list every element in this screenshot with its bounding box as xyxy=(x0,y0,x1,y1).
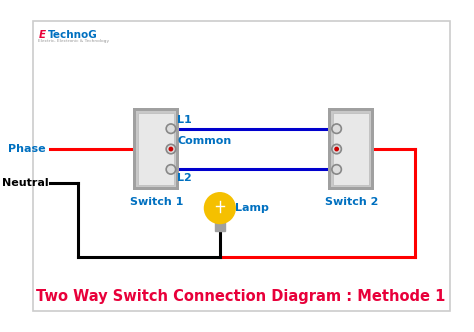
FancyBboxPatch shape xyxy=(133,108,179,190)
Text: E: E xyxy=(38,30,46,40)
Text: L1: L1 xyxy=(177,115,192,125)
Text: Neutral: Neutral xyxy=(1,178,48,188)
Circle shape xyxy=(166,124,176,133)
FancyBboxPatch shape xyxy=(136,111,176,187)
FancyBboxPatch shape xyxy=(33,21,450,311)
Polygon shape xyxy=(211,208,229,218)
Text: Phase: Phase xyxy=(9,144,46,154)
Text: Electric, Electronic & Technology: Electric, Electronic & Technology xyxy=(38,39,109,43)
Bar xyxy=(215,219,225,231)
Circle shape xyxy=(204,192,236,224)
Circle shape xyxy=(169,147,173,151)
Text: Two Way Switch Connection Diagram : Methode 1: Two Way Switch Connection Diagram : Meth… xyxy=(36,289,446,304)
Circle shape xyxy=(333,146,340,152)
Text: Switch 2: Switch 2 xyxy=(325,197,378,207)
Circle shape xyxy=(168,125,174,132)
Text: Lamp: Lamp xyxy=(235,203,269,213)
Circle shape xyxy=(168,166,174,173)
Circle shape xyxy=(332,124,341,133)
Circle shape xyxy=(333,166,340,173)
FancyBboxPatch shape xyxy=(333,113,369,185)
Text: L2: L2 xyxy=(177,173,192,183)
Text: Switch 1: Switch 1 xyxy=(129,197,183,207)
Circle shape xyxy=(166,144,176,154)
FancyBboxPatch shape xyxy=(328,108,374,190)
Circle shape xyxy=(333,125,340,132)
FancyBboxPatch shape xyxy=(331,111,372,187)
Circle shape xyxy=(166,165,176,174)
Text: Common: Common xyxy=(177,136,231,146)
Circle shape xyxy=(332,165,341,174)
Text: TechnoG: TechnoG xyxy=(48,30,98,40)
Circle shape xyxy=(335,147,338,151)
FancyBboxPatch shape xyxy=(138,113,174,185)
Circle shape xyxy=(332,144,341,154)
Circle shape xyxy=(168,146,174,152)
